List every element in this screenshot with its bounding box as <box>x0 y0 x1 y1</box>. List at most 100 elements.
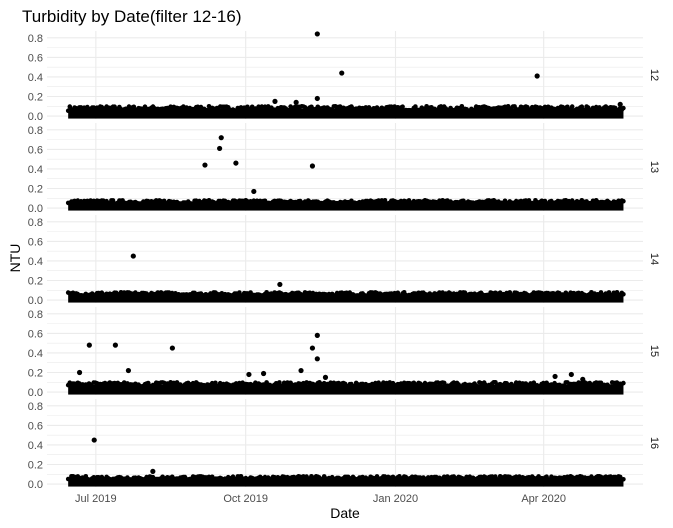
facet-panels: 0.0 0.2 0.4 0.6 0.8 12 0.0 0.2 0.4 0.6 0.8 13 0.0 0.2… <box>28 31 660 491</box>
facet-panel-15: 0.0 0.2 0.4 0.6 0.8 15 <box>28 307 660 399</box>
y-axis-title: NTU <box>7 244 23 273</box>
data-point <box>314 356 320 362</box>
y-tick-label: 0.8 <box>28 309 43 321</box>
data-point <box>272 98 278 104</box>
baseline-band <box>68 294 624 303</box>
chart-title: Turbidity by Date(filter 12-16) <box>22 7 242 26</box>
data-point <box>112 342 118 348</box>
data-point <box>309 345 316 351</box>
facet-panel-14: 0.0 0.2 0.4 0.6 0.8 14 <box>28 215 660 307</box>
data-point <box>580 376 586 382</box>
data-point <box>76 369 83 376</box>
data-point <box>169 345 175 351</box>
baseline-band <box>68 478 624 487</box>
baseline-point <box>152 384 157 389</box>
facet-strip-label: 16 <box>648 437 660 449</box>
data-point <box>617 101 623 107</box>
baseline-points <box>65 104 626 113</box>
data-point <box>150 468 156 474</box>
baseline-point <box>131 104 137 110</box>
facet-strip-label: 15 <box>648 345 660 357</box>
facet-panel-16: 0.0 0.2 0.4 0.6 0.8 16 <box>28 399 660 491</box>
facet-strip-label: 13 <box>648 161 660 173</box>
baseline-point <box>608 384 613 389</box>
data-point <box>339 70 345 76</box>
data-point <box>298 367 304 374</box>
baseline-band <box>68 202 624 211</box>
y-tick-label: 0.8 <box>28 217 43 229</box>
y-tick-label: 0.0 <box>28 203 43 215</box>
baseline-point <box>293 104 298 110</box>
data-point <box>309 163 316 169</box>
y-tick-label: 0.2 <box>28 276 43 288</box>
y-tick-label: 0.2 <box>28 184 43 196</box>
baseline-point <box>621 477 626 482</box>
y-tick-label: 0.0 <box>28 479 43 491</box>
data-point <box>233 160 239 166</box>
x-tick-label: Jul 2019 <box>75 493 117 505</box>
x-tick-label: Apr 2020 <box>521 493 566 505</box>
data-point <box>293 99 299 105</box>
data-point <box>125 367 132 374</box>
baseline-point <box>569 104 575 109</box>
facet-strip-label: 12 <box>648 69 660 81</box>
y-tick-label: 0.8 <box>28 401 43 413</box>
baseline-point <box>286 107 292 113</box>
data-point <box>277 281 283 288</box>
data-point <box>314 332 320 338</box>
facet-panel-12: 0.0 0.2 0.4 0.6 0.8 12 <box>28 31 660 123</box>
x-axis: Jul 2019 Oct 2019 Jan 2020 Apr 2020 <box>75 493 566 505</box>
baseline-point <box>621 380 626 386</box>
y-tick-label: 0.8 <box>28 33 43 45</box>
baseline-point <box>475 384 481 390</box>
baseline-point <box>592 108 597 113</box>
y-tick-label: 0.2 <box>28 368 43 380</box>
baseline-point <box>574 384 580 389</box>
baseline-point <box>294 108 300 113</box>
data-point <box>130 253 136 259</box>
baseline-points <box>65 198 626 207</box>
baseline-point <box>259 104 265 109</box>
x-tick-label: Oct 2019 <box>223 493 268 505</box>
baseline-point <box>459 104 465 109</box>
facet-panel-13: 0.0 0.2 0.4 0.6 0.8 13 <box>28 123 660 215</box>
y-tick-label: 0.6 <box>28 328 43 340</box>
data-point <box>568 371 574 378</box>
y-tick-label: 0.4 <box>28 256 43 268</box>
baseline-point <box>142 104 148 109</box>
y-tick-label: 0.6 <box>28 236 43 248</box>
baseline-point <box>400 104 405 109</box>
x-axis-title: Date <box>330 505 360 521</box>
panel-background <box>47 399 643 487</box>
data-point <box>202 162 208 168</box>
y-tick-label: 0.4 <box>28 164 43 176</box>
baseline-band <box>68 108 624 119</box>
data-point <box>552 373 558 380</box>
panel-background <box>47 31 643 119</box>
y-tick-label: 0.4 <box>28 348 43 360</box>
baseline-points <box>65 380 626 390</box>
y-tick-label: 0.2 <box>28 92 43 104</box>
y-tick-label: 0.6 <box>28 420 43 432</box>
data-point <box>217 145 223 152</box>
y-tick-label: 0.0 <box>28 295 43 307</box>
baseline-point <box>385 383 391 389</box>
y-tick-label: 0.4 <box>28 72 43 84</box>
x-tick-label: Jan 2020 <box>373 493 418 505</box>
data-point <box>251 188 257 195</box>
facet-strip-label: 14 <box>648 253 660 265</box>
y-tick-label: 0.6 <box>28 52 43 64</box>
data-point <box>246 371 252 378</box>
baseline-point <box>621 292 626 297</box>
panel-background <box>47 123 643 211</box>
baseline-points <box>65 474 626 483</box>
baseline-point <box>216 107 221 113</box>
baseline-point <box>254 108 260 113</box>
data-point <box>322 374 329 380</box>
baseline-points <box>65 290 626 299</box>
baseline-point <box>621 105 626 111</box>
y-tick-label: 0.2 <box>28 460 43 472</box>
y-tick-label: 0.4 <box>28 440 43 452</box>
data-point <box>534 73 540 79</box>
